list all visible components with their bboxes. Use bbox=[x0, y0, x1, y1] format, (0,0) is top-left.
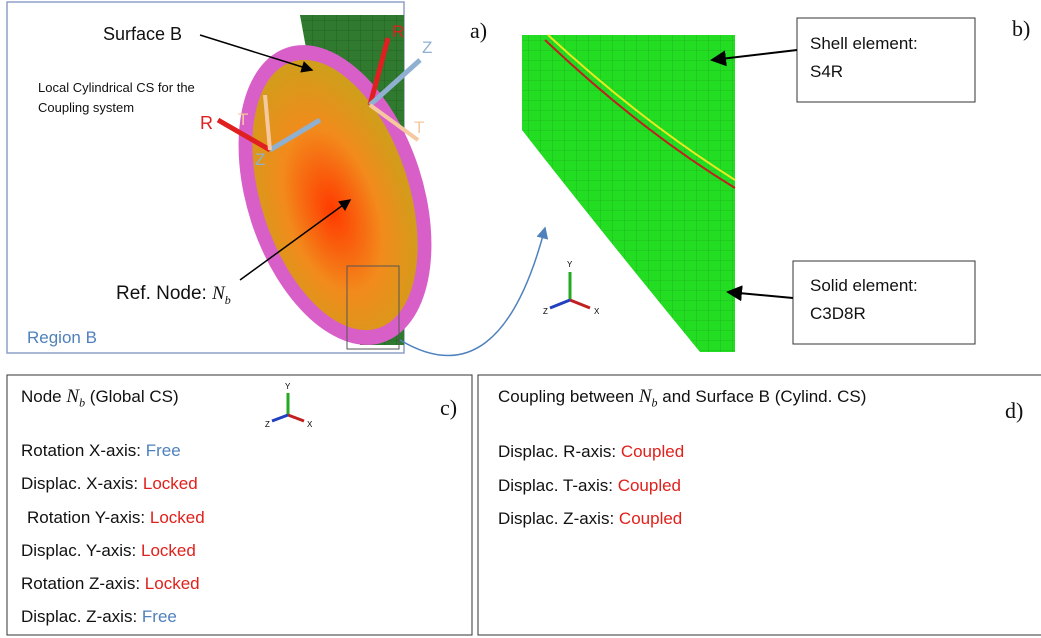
axis-label: Y bbox=[285, 382, 290, 391]
text: Coupling between bbox=[498, 387, 634, 406]
axis-label: Y bbox=[567, 260, 572, 269]
subscript: b bbox=[652, 395, 658, 409]
row-status: Locked bbox=[143, 474, 198, 493]
row-name: Rotation X-axis: bbox=[21, 441, 141, 460]
row-name: Rotation Y-axis: bbox=[27, 508, 145, 527]
row-status: Free bbox=[142, 607, 177, 626]
row: Displac. T-axis: Coupled bbox=[498, 476, 681, 496]
ref-node: Ref. Node: Nb bbox=[116, 283, 231, 308]
axis-label: Z bbox=[543, 307, 548, 316]
text: (Global CS) bbox=[90, 387, 179, 406]
row-name: Displac. Z-axis: bbox=[498, 509, 614, 528]
row-status: Locked bbox=[141, 541, 196, 560]
cs-note: Local Cylindrical CS for the Coupling sy… bbox=[38, 78, 203, 118]
leader-solid bbox=[728, 292, 793, 298]
text: C3D8R bbox=[810, 300, 918, 328]
symbol: N bbox=[66, 386, 79, 407]
panel-title: Coupling between Nb and Surface B (Cylin… bbox=[498, 386, 866, 410]
row-name: Displac. X-axis: bbox=[21, 474, 138, 493]
row-status: Coupled bbox=[618, 476, 681, 495]
panel-label: d) bbox=[1005, 398, 1023, 424]
row: Displac. R-axis: Coupled bbox=[498, 442, 684, 462]
row-name: Displac. R-axis: bbox=[498, 442, 616, 461]
row: Rotation X-axis: Free bbox=[21, 441, 181, 461]
subscript: b bbox=[79, 395, 85, 409]
axis-label: Z bbox=[255, 150, 265, 170]
text: S4R bbox=[810, 58, 918, 86]
row-status: Coupled bbox=[621, 442, 684, 461]
panel-d-frame bbox=[478, 375, 1041, 635]
row: Rotation Y-axis: Locked bbox=[27, 508, 205, 528]
row: Rotation Z-axis: Locked bbox=[21, 574, 200, 594]
shell-text: Shell element:S4R bbox=[810, 30, 918, 86]
row-status: Locked bbox=[145, 574, 200, 593]
row: Displac. Z-axis: Coupled bbox=[498, 509, 682, 529]
panel-c-frame bbox=[7, 375, 472, 635]
axis-label: X bbox=[307, 420, 312, 429]
panel-title: Node Nb (Global CS) bbox=[21, 386, 179, 410]
row: Displac. X-axis: Locked bbox=[21, 474, 198, 494]
row-status: Free bbox=[146, 441, 181, 460]
mesh-lines bbox=[522, 35, 735, 352]
row-name: Rotation Z-axis: bbox=[21, 574, 140, 593]
panel-label: b) bbox=[1012, 16, 1030, 42]
panel-label: a) bbox=[470, 18, 487, 44]
axis-label: Z bbox=[265, 420, 270, 429]
figure: a) Surface B Local Cylindrical CS for th… bbox=[0, 0, 1041, 638]
surface-label: Surface B bbox=[103, 24, 182, 45]
row-status: Coupled bbox=[619, 509, 682, 528]
text: Node bbox=[21, 387, 62, 406]
row: Displac. Z-axis: Free bbox=[21, 607, 177, 627]
triad-b bbox=[550, 272, 590, 308]
row-name: Displac. Y-axis: bbox=[21, 541, 136, 560]
text: Solid element: bbox=[810, 272, 918, 300]
symbol: N bbox=[212, 283, 225, 304]
solid-text: Solid element:C3D8R bbox=[810, 272, 918, 328]
triad-c bbox=[272, 393, 304, 421]
row-status: Locked bbox=[150, 508, 205, 527]
region-label: Region B bbox=[27, 328, 97, 348]
axis-label: T bbox=[238, 110, 248, 130]
text: Ref. Node: bbox=[116, 283, 207, 304]
symbol: N bbox=[639, 386, 652, 407]
axis-label: Z bbox=[422, 38, 432, 58]
text: and Surface B (Cylind. CS) bbox=[662, 387, 866, 406]
subscript: b bbox=[225, 293, 231, 307]
row-name: Displac. Z-axis: bbox=[21, 607, 137, 626]
text: Shell element: bbox=[810, 30, 918, 58]
axis-label: R bbox=[200, 113, 213, 134]
row-name: Displac. T-axis: bbox=[498, 476, 613, 495]
row: Displac. Y-axis: Locked bbox=[21, 541, 196, 561]
axis-label: R bbox=[392, 22, 404, 42]
axis-label: X bbox=[594, 307, 599, 316]
panel-label: c) bbox=[440, 395, 457, 421]
axis-label: T bbox=[414, 118, 424, 138]
